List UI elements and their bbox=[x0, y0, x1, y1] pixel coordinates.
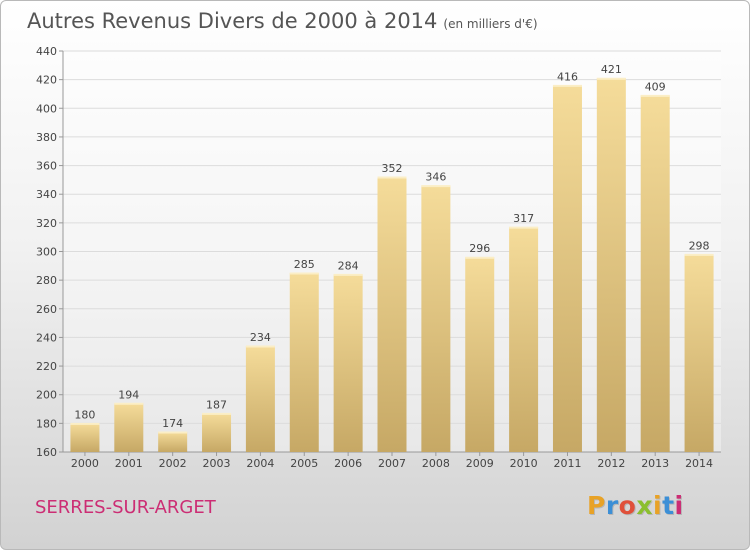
x-tick-label: 2012 bbox=[597, 457, 625, 470]
bar-value-label: 317 bbox=[513, 212, 534, 225]
x-tick-label: 2007 bbox=[378, 457, 406, 470]
bar-value-label: 187 bbox=[206, 398, 227, 411]
bar-value-label: 180 bbox=[74, 408, 95, 421]
bar bbox=[509, 227, 539, 452]
y-tick-label: 340 bbox=[36, 188, 57, 201]
bar bbox=[70, 423, 100, 452]
y-tick-label: 180 bbox=[36, 417, 57, 430]
bar-value-label: 194 bbox=[118, 388, 139, 401]
bar-value-label: 234 bbox=[250, 331, 271, 344]
y-tick-label: 360 bbox=[36, 160, 57, 173]
x-tick-label: 2005 bbox=[290, 457, 318, 470]
bar bbox=[289, 272, 319, 452]
logo-letter: r bbox=[605, 491, 619, 520]
x-tick-label: 2011 bbox=[553, 457, 581, 470]
chart-title-text: Autres Revenus Divers de 2000 à 2014 bbox=[27, 9, 438, 33]
y-tick-label: 320 bbox=[36, 217, 57, 230]
bar bbox=[465, 257, 495, 452]
bar bbox=[202, 413, 232, 452]
proxiti-logo: Proxiti bbox=[587, 491, 684, 520]
x-tick-label: 2010 bbox=[510, 457, 538, 470]
bar-value-label: 298 bbox=[689, 239, 710, 252]
commune-name: SERRES-SUR-ARGET bbox=[35, 497, 216, 518]
y-tick-label: 400 bbox=[36, 102, 57, 115]
y-tick-label: 240 bbox=[36, 331, 57, 344]
x-tick-label: 2014 bbox=[685, 457, 713, 470]
logo-letter: i bbox=[653, 491, 663, 520]
y-tick-label: 260 bbox=[36, 303, 57, 316]
logo-letter: i bbox=[674, 491, 684, 520]
x-tick-label: 2003 bbox=[203, 457, 231, 470]
x-tick-label: 2000 bbox=[71, 457, 99, 470]
x-tick-label: 2004 bbox=[246, 457, 274, 470]
logo-letter: x bbox=[636, 491, 653, 520]
bar bbox=[640, 95, 670, 453]
logo-letter: o bbox=[618, 491, 637, 520]
chart-unit: (en milliers d'€) bbox=[443, 17, 538, 31]
bar-value-label: 285 bbox=[294, 258, 315, 271]
bar bbox=[552, 85, 582, 452]
bar-value-label: 296 bbox=[469, 242, 490, 255]
bar-value-label: 421 bbox=[601, 63, 622, 76]
x-tick-label: 2006 bbox=[334, 457, 362, 470]
x-tick-label: 2008 bbox=[422, 457, 450, 470]
y-tick-label: 300 bbox=[36, 246, 57, 259]
bar bbox=[333, 274, 363, 452]
bar bbox=[245, 346, 275, 452]
bar-value-label: 416 bbox=[557, 70, 578, 83]
y-tick-label: 440 bbox=[36, 45, 57, 58]
y-tick-label: 280 bbox=[36, 274, 57, 287]
bar-value-label: 284 bbox=[338, 259, 359, 272]
bar-value-label: 346 bbox=[425, 171, 446, 184]
logo-letter: t bbox=[662, 491, 675, 520]
x-tick-label: 2002 bbox=[159, 457, 187, 470]
y-tick-label: 220 bbox=[36, 360, 57, 373]
bar-value-label: 174 bbox=[162, 417, 183, 430]
y-tick-label: 420 bbox=[36, 74, 57, 87]
y-tick-label: 200 bbox=[36, 389, 57, 402]
bar bbox=[421, 185, 451, 452]
bar bbox=[596, 78, 626, 452]
bar bbox=[114, 403, 144, 452]
chart-title: Autres Revenus Divers de 2000 à 2014 (en … bbox=[27, 9, 538, 33]
y-tick-label: 160 bbox=[36, 446, 57, 459]
y-tick-label: 380 bbox=[36, 131, 57, 144]
x-tick-label: 2009 bbox=[466, 457, 494, 470]
bar-value-label: 409 bbox=[645, 80, 666, 93]
bar bbox=[684, 254, 714, 452]
x-tick-label: 2001 bbox=[115, 457, 143, 470]
logo-letter: P bbox=[587, 491, 606, 520]
x-tick-label: 2013 bbox=[641, 457, 669, 470]
bar bbox=[377, 177, 407, 452]
bar bbox=[158, 431, 188, 452]
bar-value-label: 352 bbox=[382, 162, 403, 175]
